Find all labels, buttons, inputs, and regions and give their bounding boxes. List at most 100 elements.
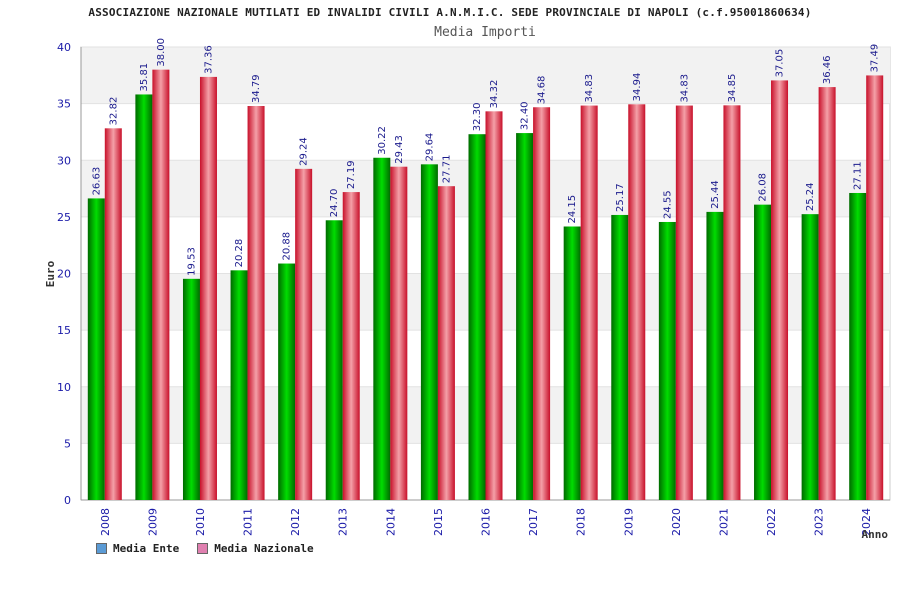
bar — [135, 94, 153, 500]
x-axis-ticks: 2008 2009 2010 2011 2012 2013 2014 2015 2016 2017… — [99, 508, 873, 536]
data-label: 29.24 — [299, 137, 310, 166]
data-label: 20.28 — [234, 239, 245, 268]
bar — [278, 263, 296, 500]
bar — [628, 104, 646, 500]
x-tick-label: 2014 — [384, 508, 397, 536]
bar — [611, 214, 629, 500]
bar — [723, 105, 741, 500]
data-label: 34.83 — [679, 74, 690, 103]
x-tick-label: 2008 — [99, 508, 112, 536]
y-tick-label: 20 — [57, 268, 71, 281]
x-tick-label: 2016 — [480, 508, 493, 536]
bar — [420, 164, 438, 500]
x-tick-label: 2011 — [242, 508, 255, 536]
data-label: 34.94 — [632, 73, 643, 102]
y-tick-label: 35 — [57, 98, 71, 111]
x-tick-label: 2021 — [717, 508, 730, 536]
data-label: 19.53 — [186, 247, 197, 276]
bar — [325, 220, 343, 500]
data-label: 38.00 — [156, 38, 167, 67]
x-tick-label: 2020 — [670, 508, 683, 536]
x-axis-label: Anno — [862, 528, 889, 541]
y-tick-label: 30 — [57, 154, 71, 167]
bar — [247, 106, 265, 501]
x-tick-label: 2012 — [289, 508, 302, 536]
bar — [437, 186, 455, 500]
bar — [87, 198, 105, 500]
bar — [771, 80, 789, 500]
chart-main-title: ASSOCIAZIONE NAZIONALE MUTILATI ED INVAL… — [88, 6, 812, 19]
bar — [754, 204, 772, 501]
bar — [516, 133, 534, 500]
bar — [533, 107, 551, 501]
data-label: 32.40 — [520, 101, 531, 130]
bar — [373, 157, 391, 501]
bar — [342, 192, 360, 501]
bar — [658, 221, 676, 500]
data-label: 29.43 — [394, 135, 405, 164]
bar — [818, 87, 836, 500]
data-label: 34.68 — [537, 76, 548, 105]
data-label: 26.08 — [758, 173, 769, 202]
data-label: 37.36 — [203, 45, 214, 74]
x-tick-label: 2018 — [575, 508, 588, 536]
data-label: 34.85 — [727, 74, 738, 103]
y-tick-label: 0 — [64, 494, 71, 507]
legend-swatch-media-ente — [96, 543, 107, 554]
legend-label-media-ente: Media Ente — [113, 542, 180, 555]
bar — [485, 111, 503, 501]
data-label: 25.44 — [710, 180, 721, 209]
x-tick-label: 2023 — [813, 508, 826, 536]
y-tick-label: 5 — [64, 437, 71, 450]
x-tick-label: 2017 — [527, 508, 540, 536]
data-label: 25.24 — [805, 183, 816, 212]
bar — [563, 226, 581, 500]
y-tick-label: 40 — [57, 41, 71, 54]
legend-swatch-media-nazionale — [197, 543, 209, 554]
y-tick-label: 15 — [57, 324, 71, 337]
bar — [801, 214, 819, 501]
data-label: 30.22 — [377, 126, 388, 155]
bar — [230, 270, 248, 500]
bar — [866, 75, 884, 500]
data-label: 34.32 — [489, 80, 500, 109]
data-label: 37.49 — [870, 44, 881, 73]
x-tick-label: 2024 — [860, 508, 873, 536]
data-label: 20.88 — [282, 232, 293, 261]
data-label: 27.71 — [441, 155, 452, 184]
bar — [849, 192, 867, 500]
bar — [182, 278, 200, 500]
bar — [706, 211, 724, 500]
data-label: 35.81 — [139, 63, 150, 92]
x-tick-label: 2019 — [622, 508, 635, 536]
bar — [104, 128, 122, 500]
y-axis-ticks: 0 5 10 15 20 25 30 35 40 — [57, 41, 71, 507]
data-label: 36.46 — [822, 55, 833, 84]
data-label: 27.19 — [346, 160, 357, 189]
x-tick-label: 2015 — [432, 508, 445, 536]
bar — [390, 166, 408, 500]
data-label: 34.83 — [584, 74, 595, 103]
y-tick-label: 10 — [57, 381, 71, 394]
data-label: 27.11 — [853, 161, 864, 190]
legend-label-media-nazionale: Media Nazionale — [214, 542, 314, 555]
x-tick-label: 2009 — [146, 508, 159, 536]
data-label: 29.64 — [424, 133, 435, 162]
data-label: 32.82 — [108, 97, 119, 126]
bar — [199, 76, 217, 500]
data-labels-group: 26.63 32.82 35.81 38.00 19.53 37.36 20.28 34.79… — [91, 38, 880, 276]
legend: Media Ente Media Nazionale — [96, 542, 314, 555]
x-tick-label: 2013 — [337, 508, 350, 536]
x-tick-label: 2022 — [765, 508, 778, 536]
x-tick-label: 2010 — [194, 508, 207, 536]
data-label: 26.63 — [91, 167, 102, 196]
data-label: 24.70 — [329, 189, 340, 218]
data-label: 24.55 — [662, 190, 673, 219]
chart-subtitle: Media Importi — [434, 25, 536, 40]
data-label: 25.17 — [615, 183, 626, 212]
bar — [152, 69, 170, 501]
data-label: 32.30 — [472, 103, 483, 132]
bar — [675, 105, 693, 501]
legend-item-media-nazionale: Media Nazionale — [197, 542, 314, 555]
